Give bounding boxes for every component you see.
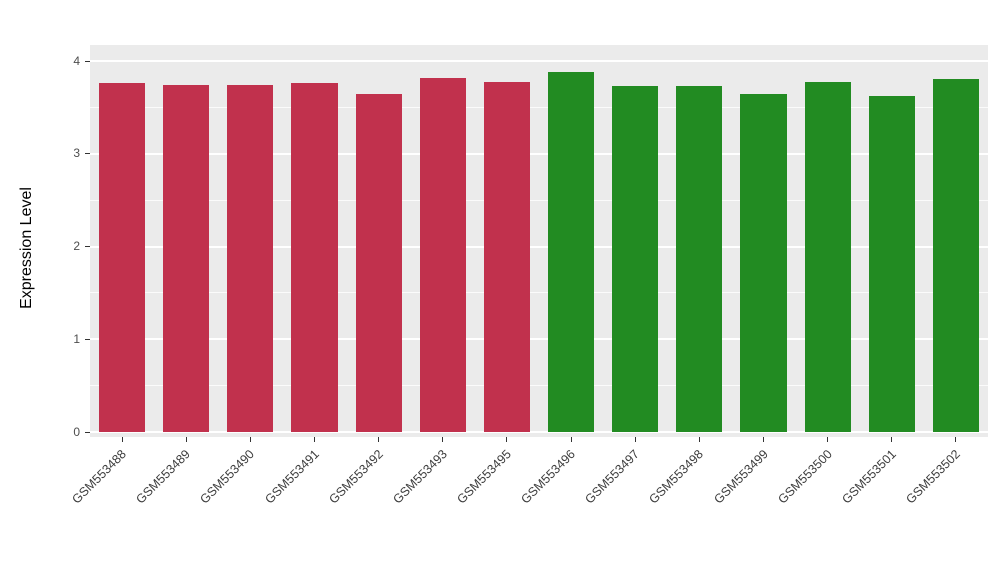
x-tick-label: GSM553497	[582, 447, 643, 507]
y-tick-label: 0	[73, 424, 80, 439]
x-tick-mark	[891, 437, 893, 442]
bar	[612, 86, 659, 432]
x-tick-mark	[121, 437, 123, 442]
bar	[804, 82, 851, 432]
x-tick-mark	[570, 437, 572, 442]
x-tick-label: GSM553501	[839, 447, 899, 507]
x-tick-mark	[506, 437, 508, 442]
bar	[98, 83, 146, 432]
bar	[547, 72, 595, 432]
x-tick-label: GSM553500	[775, 447, 835, 507]
x-tick-label: GSM553492	[326, 447, 386, 507]
x-tick-mark	[185, 437, 187, 442]
plot-panel	[90, 45, 988, 437]
major-gridline	[90, 60, 988, 62]
x-tick-label: GSM553488	[69, 447, 129, 507]
y-tick-label: 4	[73, 53, 80, 68]
minor-gridline	[90, 106, 988, 108]
y-tick-mark	[85, 338, 90, 340]
x-tick-mark	[442, 437, 444, 442]
x-tick-mark	[955, 437, 957, 442]
major-gridline	[90, 338, 988, 341]
y-tick-label: 1	[73, 331, 80, 346]
x-tick-mark	[827, 437, 829, 442]
major-gridline	[90, 152, 988, 155]
x-tick-label: GSM553498	[646, 447, 707, 507]
bar	[163, 85, 210, 432]
y-tick-mark	[85, 60, 90, 62]
minor-gridline	[90, 385, 988, 387]
x-tick-mark	[314, 437, 315, 442]
major-gridline	[90, 431, 988, 433]
major-gridline	[90, 245, 988, 248]
y-tick-mark	[85, 246, 90, 247]
x-tick-mark	[378, 437, 380, 442]
y-tick-mark	[85, 431, 90, 433]
y-tick-mark	[85, 153, 90, 155]
x-tick-label: GSM553490	[197, 447, 258, 507]
x-tick-label: GSM553502	[903, 447, 963, 507]
x-tick-label: GSM553489	[133, 447, 194, 507]
bar	[355, 94, 402, 432]
x-tick-label: GSM553499	[710, 447, 771, 507]
x-tick-mark	[249, 437, 251, 442]
bar	[291, 83, 338, 432]
x-tick-mark	[763, 437, 764, 442]
bar	[227, 85, 274, 432]
x-tick-label: GSM553496	[518, 447, 578, 507]
bar	[740, 94, 787, 432]
bar	[932, 78, 979, 432]
y-tick-label: 3	[73, 146, 80, 161]
bar	[676, 86, 723, 432]
bar	[483, 82, 530, 432]
minor-gridline	[90, 199, 988, 201]
x-tick-label: GSM553495	[454, 447, 514, 507]
x-tick-mark	[698, 437, 700, 442]
x-tick-label: GSM553493	[390, 447, 450, 507]
bar	[419, 77, 466, 432]
y-tick-label: 2	[73, 239, 80, 253]
bar	[868, 96, 915, 432]
x-tick-mark	[634, 437, 636, 442]
y-axis-title: Expression Level	[18, 187, 35, 309]
minor-gridline	[90, 292, 988, 294]
x-tick-label: GSM553491	[261, 447, 322, 507]
